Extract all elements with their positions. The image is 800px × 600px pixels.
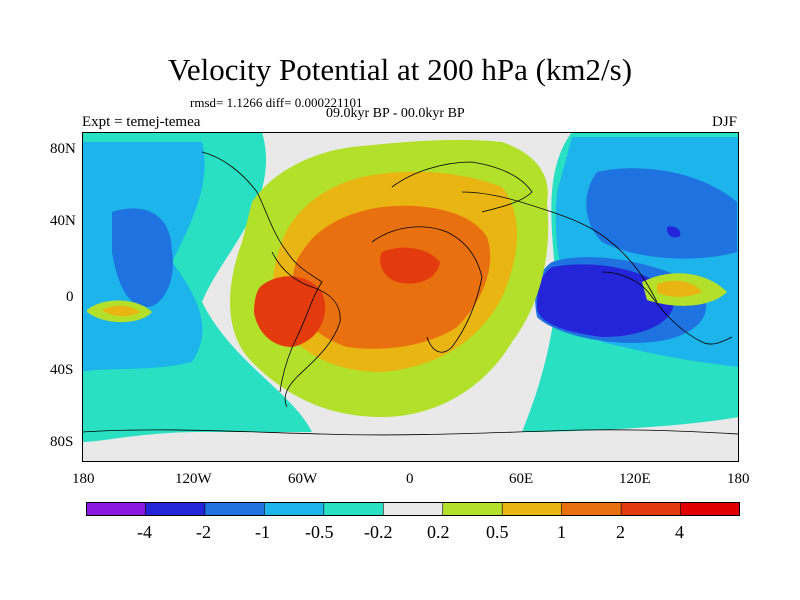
colorbar-label: 2: [616, 522, 625, 542]
lon-tick-label: 180: [727, 471, 750, 487]
coastlines: [82, 151, 739, 436]
lon-tick-label: 120W: [175, 471, 212, 487]
map-frame: [82, 132, 739, 462]
colorbar-swatch: [382, 502, 444, 516]
colorbar-label: 0.5: [486, 522, 509, 542]
colorbar-swatch: [680, 502, 740, 516]
colorbar-swatch: [501, 502, 563, 516]
lon-tick-label: 60E: [509, 471, 534, 487]
colorbar-label: -0.2: [364, 522, 393, 542]
lon-tick-label: 0: [406, 471, 414, 487]
colorbar-swatch: [264, 502, 325, 516]
colorbar-label: -1: [255, 522, 270, 542]
colorbar-label: 4: [675, 522, 684, 542]
colorbar-swatch: [86, 502, 147, 516]
lat-tick-label: 80S: [50, 434, 74, 450]
lat-tick-label: 0: [66, 289, 74, 305]
colorbar-swatch: [620, 502, 682, 516]
lon-tick-label: 120E: [619, 471, 651, 487]
lat-tick-label: 80N: [50, 141, 76, 157]
map-panel: [82, 132, 739, 462]
stats-line: rmsd= 1.1266 diff= 0.000221101: [190, 95, 363, 110]
colorbar-swatch: [561, 502, 622, 516]
colorbar-label: 0.2: [427, 522, 450, 542]
colorbar-label: 1: [557, 522, 566, 542]
colorbar-swatch: [145, 502, 206, 516]
period-subtitle: 09.0kyr BP - 00.0kyr BP: [326, 106, 465, 121]
experiment-label: Expt = temej-temea: [82, 114, 201, 130]
colorbar: [86, 502, 740, 516]
chart-title: Velocity Potential at 200 hPa (km2/s): [167, 52, 633, 87]
colorbar-label: -0.5: [305, 522, 334, 542]
colorbar-swatch: [323, 502, 385, 516]
lon-tick-label: 180: [72, 471, 95, 487]
lat-tick-label: 40S: [50, 362, 74, 378]
colorbar-swatch: [442, 502, 503, 516]
colorbar-swatch: [204, 502, 266, 516]
contour-fill: [82, 132, 739, 462]
season-label: DJF: [712, 114, 738, 130]
colorbar-label: -4: [137, 522, 152, 542]
colorbar-label: -2: [196, 522, 211, 542]
lat-tick-label: 40N: [50, 213, 76, 229]
lon-tick-label: 60W: [288, 471, 318, 487]
